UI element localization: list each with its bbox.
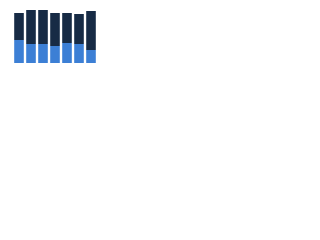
- bar-segment: [62, 13, 72, 43]
- bar-segment: [86, 11, 96, 50]
- bar-segment: [86, 50, 96, 63]
- bar-segment: [62, 43, 72, 63]
- chart: [0, 0, 100, 71]
- bar-segment: [50, 13, 60, 46]
- bar-segment: [74, 14, 84, 44]
- bar-segment: [74, 44, 84, 63]
- bar-segment: [26, 10, 36, 44]
- bar-segment: [38, 44, 48, 63]
- bar-segment: [38, 10, 48, 44]
- bar-segment: [26, 44, 36, 63]
- bar-segment: [14, 13, 24, 40]
- bar-segment: [50, 46, 60, 63]
- bar-segment: [14, 40, 24, 63]
